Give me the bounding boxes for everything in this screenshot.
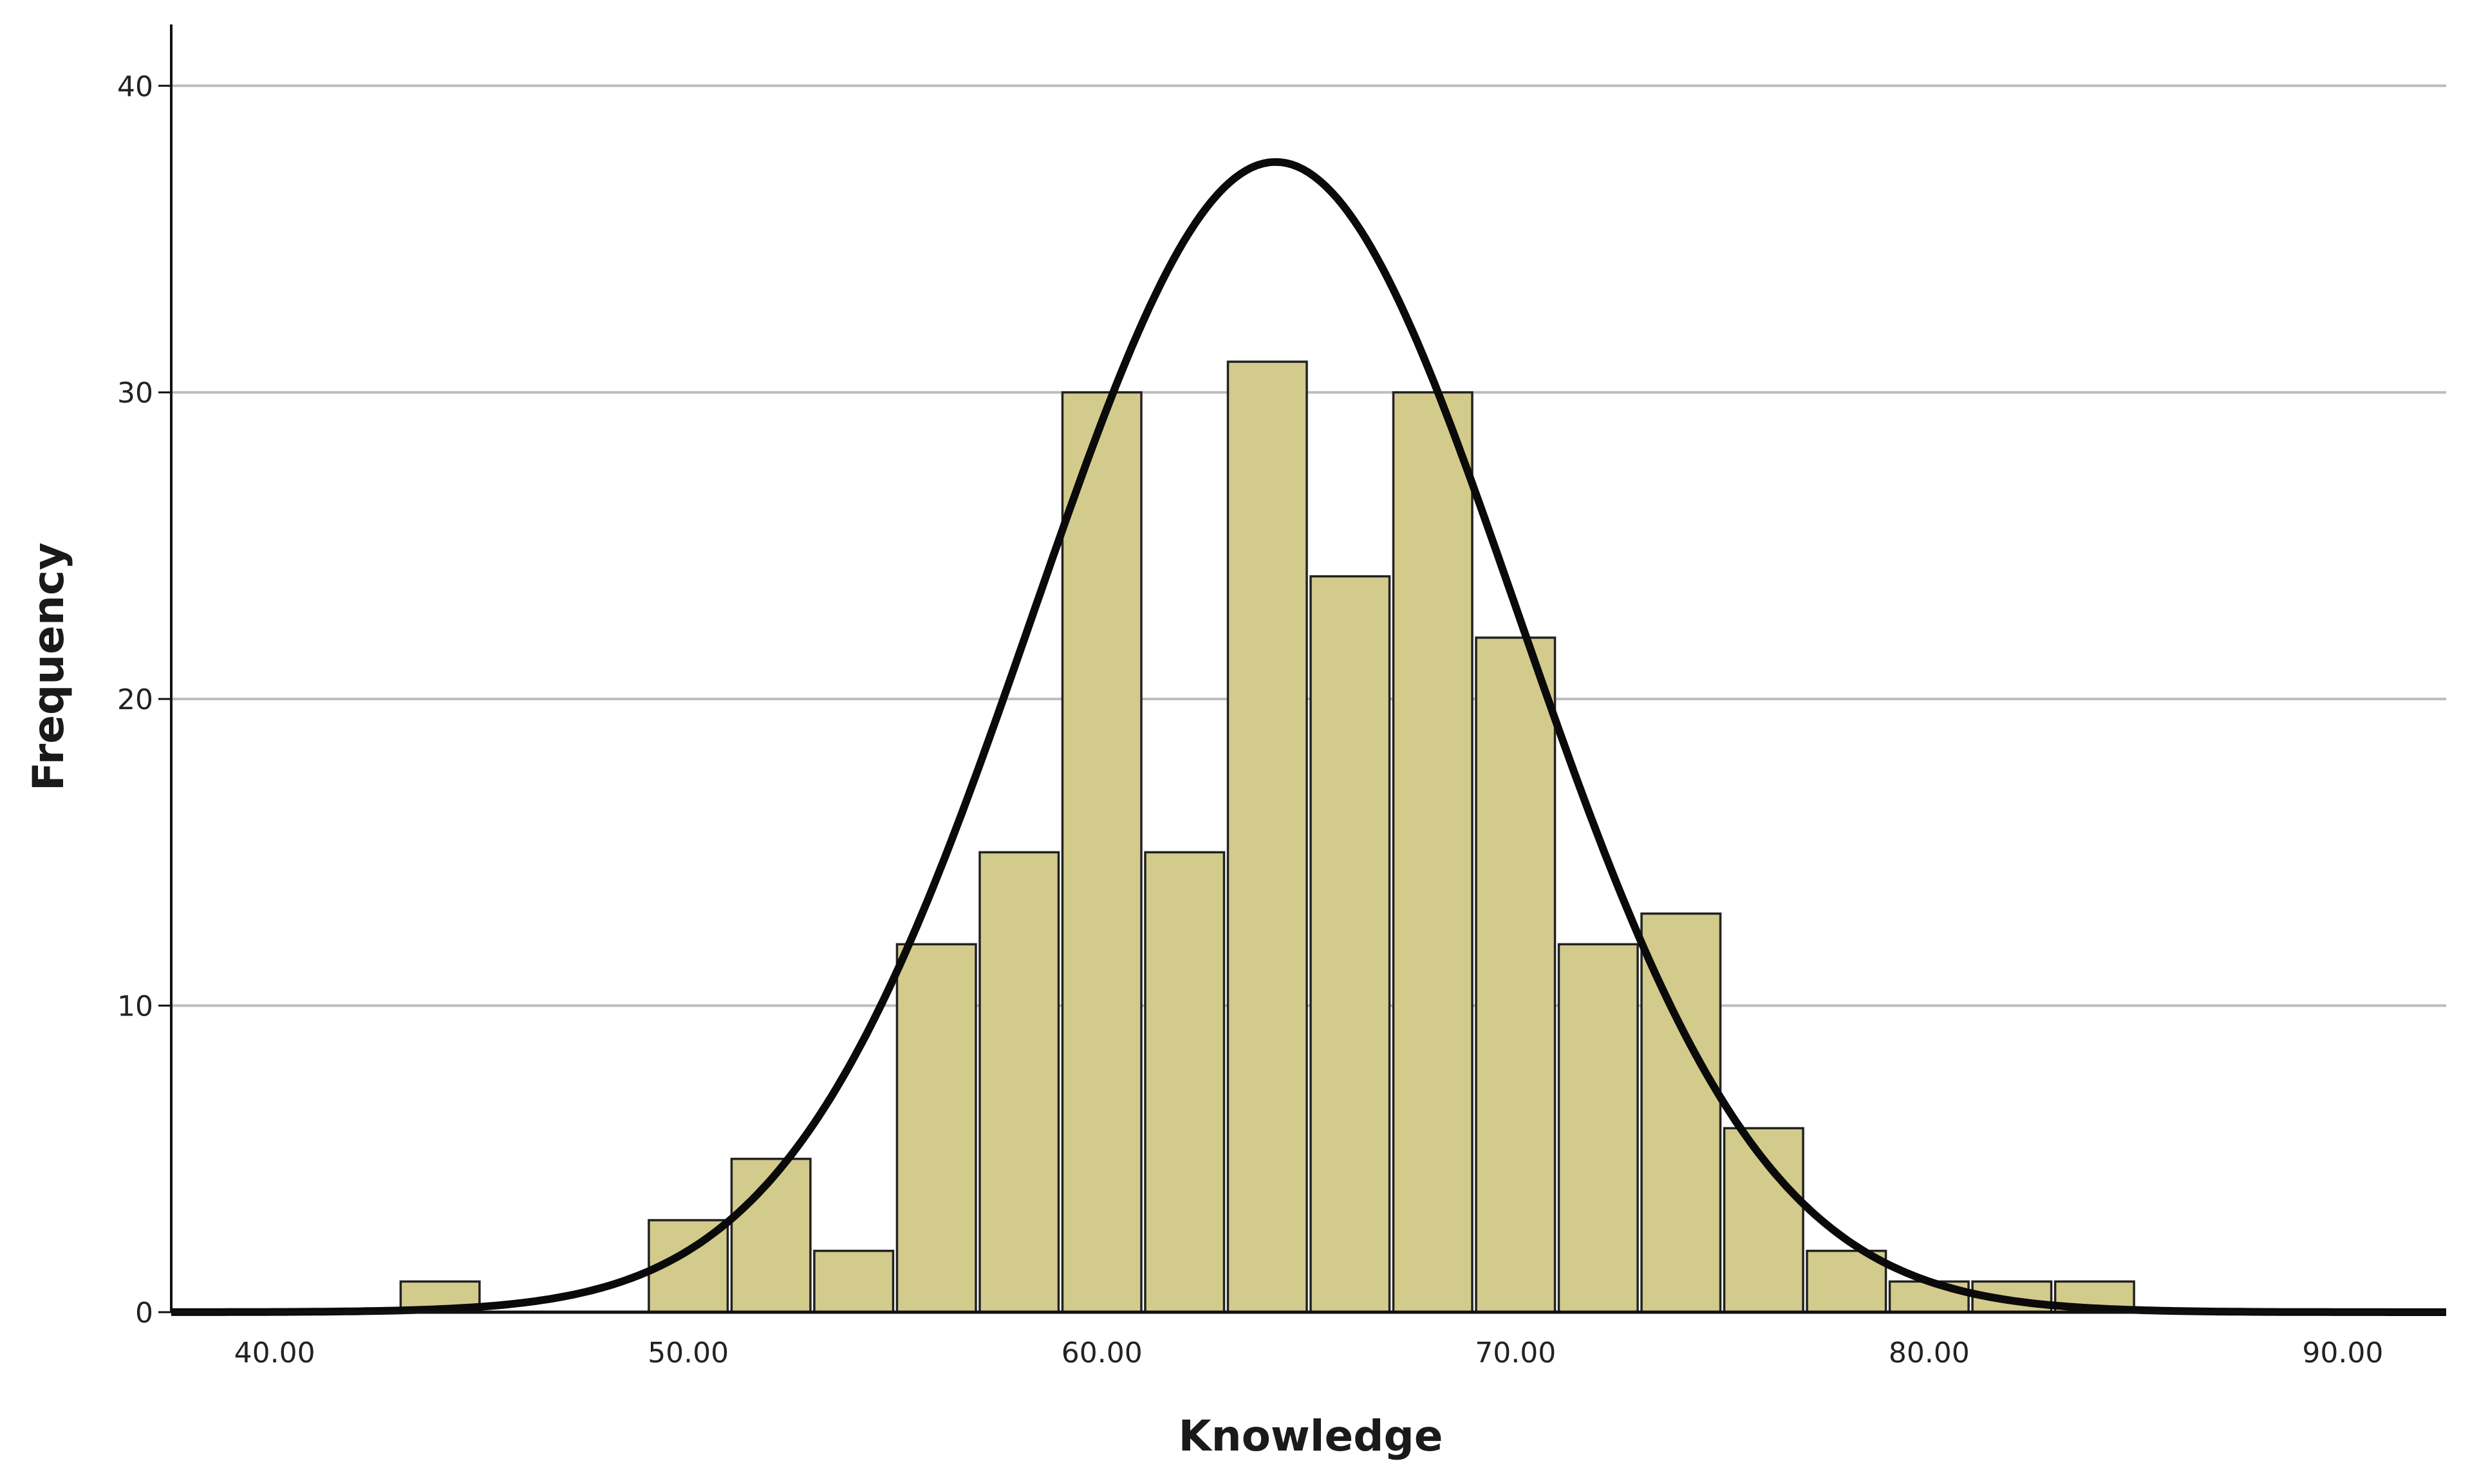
histogram-bar (813, 1249, 895, 1313)
normal-curve-layer (171, 158, 2446, 1316)
histogram-bar (1475, 636, 1557, 1313)
x-tick-label: 80.00 (1889, 1337, 1970, 1369)
histogram-bar (1392, 391, 1474, 1313)
histogram-bar (1061, 391, 1143, 1313)
y-tick-label: 30 (117, 377, 153, 410)
bars (399, 360, 2135, 1313)
x-tick-label: 40.00 (234, 1337, 315, 1369)
histogram-bar (1806, 1249, 1887, 1313)
histogram-bar (895, 943, 977, 1313)
y-tick-label: 40 (117, 70, 153, 103)
histogram-bar (1309, 575, 1391, 1313)
x-axis-title: Knowledge (1178, 1411, 1443, 1461)
gridlines (171, 84, 2446, 1007)
histogram-bar (1557, 943, 1639, 1313)
normal-curve (171, 158, 2446, 1316)
x-tick-label: 90.00 (2302, 1337, 2383, 1369)
histogram-bar (1144, 851, 1226, 1313)
x-tick-label: 50.00 (648, 1337, 729, 1369)
axes (158, 24, 2446, 1314)
tick-labels: 0 10 20 30 40 40.00 50.00 60.00 70.00 80.00 90.00 (117, 70, 2383, 1369)
x-tick-label: 70.00 (1475, 1337, 1556, 1369)
y-tick-label: 0 (135, 1297, 153, 1330)
y-tick-label: 20 (117, 683, 153, 716)
histogram-bar (1226, 360, 1308, 1313)
histogram-bar (1723, 1127, 1804, 1313)
histogram-bar (1640, 912, 1722, 1313)
x-tick-label: 60.00 (1062, 1337, 1143, 1369)
histogram-bar (978, 851, 1060, 1313)
y-axis-title: Frequency (24, 543, 73, 791)
y-tick-label: 10 (117, 990, 153, 1023)
